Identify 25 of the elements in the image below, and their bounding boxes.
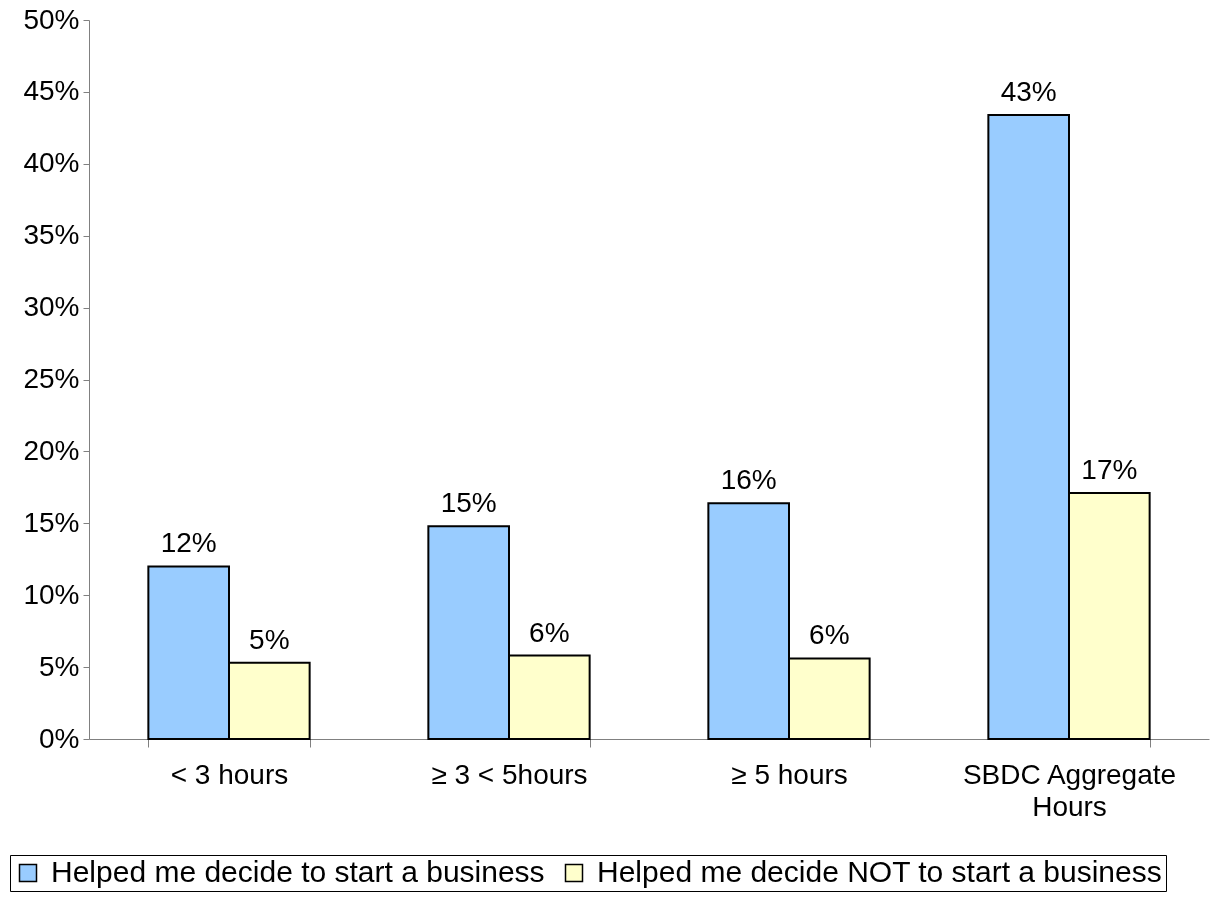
x-tick-label: SBDC Aggregate Hours [962, 758, 1177, 822]
y-tick-label: 30% [23, 291, 80, 323]
x-tick-label: < 3 hours [170, 758, 289, 790]
data-label: 6% [529, 616, 570, 648]
x-tick-label: ≥ 5 hours [731, 758, 848, 790]
data-label: 17% [1081, 454, 1138, 486]
y-tick-label: 20% [23, 434, 80, 466]
y-tick-label: 45% [23, 75, 80, 107]
x-tick-label: ≥ 3 < 5hours [431, 758, 588, 790]
data-label: 16% [720, 464, 777, 496]
y-tick-label: 5% [39, 650, 80, 682]
y-tick-label: 25% [23, 363, 80, 394]
data-label: 43% [1000, 75, 1057, 107]
y-tick-label: 10% [23, 578, 80, 610]
legend-label: Helped me decide NOT to start a business [597, 855, 1162, 888]
data-label: 12% [160, 527, 217, 559]
data-label: 5% [249, 623, 290, 655]
y-tick-label: 35% [23, 219, 80, 251]
data-label: 6% [809, 619, 850, 651]
legend-label: Helped me decide to start a business [51, 855, 545, 888]
y-tick-label: 50% [23, 3, 80, 35]
y-tick-label: 40% [23, 147, 80, 179]
y-tick-label: 15% [23, 506, 80, 538]
y-tick-label: 0% [39, 722, 80, 754]
data-label: 15% [440, 487, 497, 519]
